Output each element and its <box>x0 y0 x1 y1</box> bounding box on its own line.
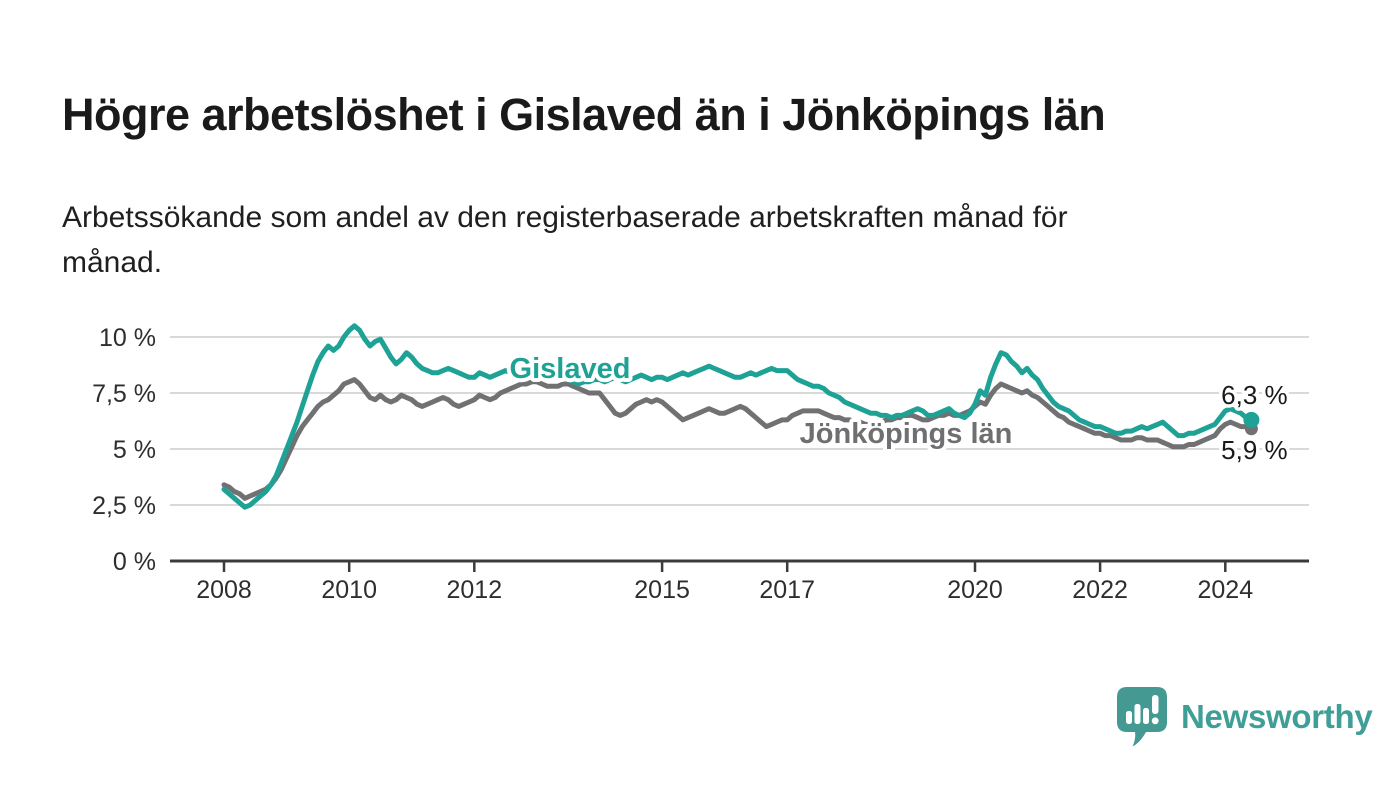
series-line-gislaved <box>221 323 1254 510</box>
y-axis-label: 2,5 % <box>92 492 156 520</box>
chart-subtitle: Arbetssökande som andel av den registerb… <box>62 195 1322 285</box>
x-axis-label: 2020 <box>947 576 1003 604</box>
newsworthy-logo: Newsworthy <box>1116 686 1373 748</box>
y-axis-label: 0 % <box>113 548 156 576</box>
newsworthy-wordmark: Newsworthy <box>1181 698 1373 735</box>
subtitle-line-1: Arbetssökande som andel av den registerb… <box>62 201 1068 234</box>
end-value-label-jonkopings-lan: 5,9 % <box>1221 435 1288 465</box>
y-axis-label: 5 % <box>113 436 156 464</box>
series-label-gislaved: Gislaved <box>510 353 631 385</box>
y-axis-label: 7,5 % <box>92 380 156 408</box>
x-axis-label: 2015 <box>634 576 690 604</box>
x-axis-label: 2010 <box>321 576 377 604</box>
end-value-label-gislaved: 6,3 % <box>1221 380 1288 410</box>
x-axis-label: 2022 <box>1072 576 1128 604</box>
x-axis-label: 2024 <box>1197 576 1253 604</box>
chart-title: Högre arbetslöshet i Gislaved än i Jönkö… <box>62 89 1106 141</box>
x-axis-label: 2008 <box>196 576 252 604</box>
series-label-jonkopings-lan: Jönköpings län <box>800 418 1013 450</box>
y-axis-label: 10 % <box>99 324 156 352</box>
end-dot-gislaved <box>1243 411 1260 428</box>
x-axis-label: 2012 <box>446 576 502 604</box>
subtitle-line-2: månad. <box>62 246 163 279</box>
series-line-jonkopings-lan <box>221 377 1254 501</box>
newsworthy-chart-bubble-icon <box>1117 687 1167 747</box>
x-axis-label: 2017 <box>759 576 815 604</box>
